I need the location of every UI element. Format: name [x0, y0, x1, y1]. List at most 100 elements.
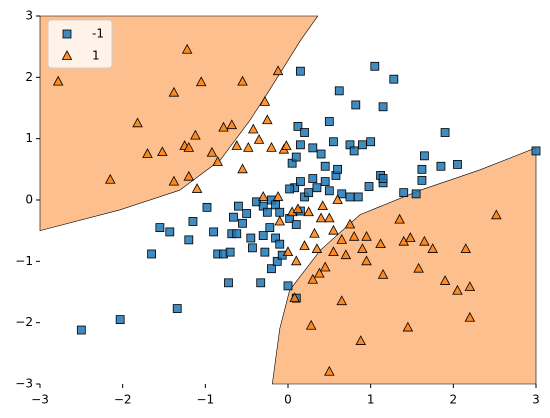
point	[225, 247, 235, 257]
point	[324, 212, 335, 223]
point	[168, 175, 180, 186]
point	[314, 267, 325, 278]
point	[248, 123, 259, 134]
point	[265, 223, 275, 233]
point	[349, 146, 359, 156]
point	[142, 148, 153, 158]
point	[333, 164, 343, 174]
point	[351, 100, 361, 110]
point	[309, 227, 320, 238]
point	[242, 209, 252, 218]
point	[183, 170, 195, 181]
point	[165, 227, 175, 237]
point	[353, 192, 363, 202]
point	[256, 278, 266, 288]
point	[232, 229, 242, 239]
point	[237, 75, 248, 86]
point	[320, 161, 330, 171]
point	[357, 140, 367, 150]
point	[308, 143, 318, 153]
point	[324, 117, 334, 126]
point	[172, 304, 182, 313]
point	[491, 209, 502, 220]
point	[427, 243, 438, 253]
point	[191, 183, 203, 193]
point	[417, 175, 427, 185]
point	[248, 243, 257, 253]
point	[317, 200, 328, 211]
point	[231, 140, 243, 150]
point	[168, 86, 180, 97]
point	[259, 96, 271, 106]
point	[417, 164, 427, 174]
y-tick-label: 0	[25, 193, 33, 207]
point	[275, 207, 285, 217]
point	[300, 128, 309, 137]
point	[183, 142, 195, 152]
point	[282, 246, 294, 257]
point	[332, 194, 343, 204]
point	[233, 201, 243, 211]
point	[307, 273, 319, 284]
point	[292, 203, 304, 214]
point	[206, 146, 218, 157]
point	[267, 264, 276, 274]
point	[303, 206, 314, 217]
point	[389, 74, 399, 84]
point	[224, 278, 233, 288]
legend-label: 1	[92, 49, 100, 63]
point	[195, 76, 207, 87]
point	[336, 295, 348, 306]
point	[305, 319, 317, 330]
point	[334, 86, 344, 96]
point	[329, 137, 338, 147]
legend-marker	[61, 50, 73, 60]
point	[285, 184, 295, 194]
point	[411, 189, 421, 199]
y-tick-label: 1	[25, 131, 33, 145]
point	[324, 186, 334, 196]
point	[364, 182, 374, 191]
point	[361, 230, 372, 241]
point	[237, 163, 248, 174]
point	[291, 152, 301, 162]
point	[464, 311, 476, 322]
y-tick-label: 2	[25, 70, 33, 84]
point	[308, 174, 318, 183]
point	[76, 325, 86, 335]
y-tick-label: 3	[25, 9, 33, 23]
point	[52, 75, 64, 86]
point	[257, 191, 269, 201]
point	[147, 249, 157, 259]
point	[311, 243, 323, 253]
point	[328, 246, 339, 257]
point	[319, 261, 331, 272]
point	[190, 129, 201, 140]
point	[361, 255, 372, 266]
point	[157, 146, 168, 157]
point	[452, 284, 463, 295]
point	[357, 243, 368, 253]
point	[402, 321, 414, 332]
point	[312, 183, 322, 193]
point	[229, 212, 238, 222]
point	[291, 220, 301, 229]
point	[253, 134, 265, 144]
point	[355, 335, 367, 345]
point	[274, 215, 286, 226]
point	[295, 177, 305, 187]
point	[453, 160, 462, 169]
point	[531, 146, 541, 156]
y-tick-label: −3	[15, 377, 33, 391]
point	[238, 218, 247, 228]
point	[295, 140, 305, 150]
point	[132, 117, 143, 128]
point	[394, 213, 405, 224]
point	[246, 233, 256, 243]
point	[290, 255, 302, 266]
point	[188, 217, 198, 226]
point	[275, 239, 285, 249]
point	[212, 156, 224, 166]
point	[289, 292, 300, 303]
